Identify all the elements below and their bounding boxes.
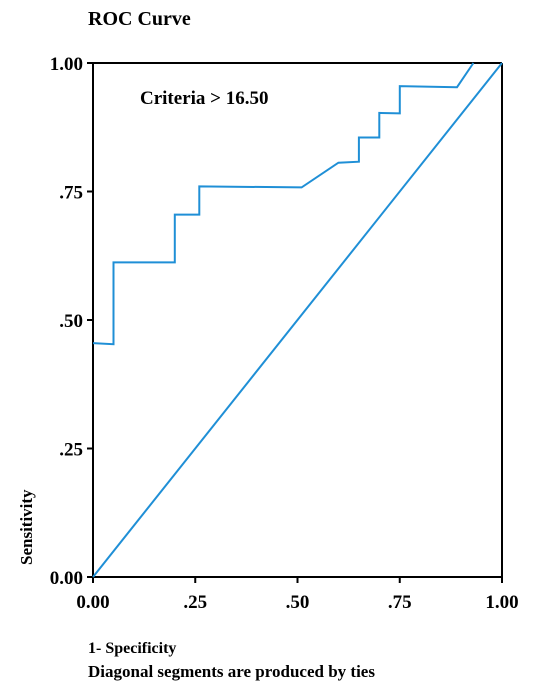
y-axis-label: Sensitivity [17,489,36,565]
chart-footnote: Diagonal segments are produced by ties [88,662,375,681]
chart-title: ROC Curve [88,8,191,30]
y-tick-label: .50 [59,311,83,332]
y-tick-label: 1.00 [50,54,83,75]
criteria-annotation: Criteria > 16.50 [140,88,268,109]
x-tick-label: 1.00 [485,592,518,613]
ticks-layer: 0.00 .25 .50 .75 1.00 0.00 .25 .50 .75 1.00 [50,54,519,613]
series-layer [92,62,503,578]
x-tick-label: 0.00 [76,592,109,613]
x-tick-label: .50 [286,592,310,613]
y-tick-label: .75 [59,183,83,204]
x-tick-label: .75 [388,592,412,613]
roc-curve-line [92,62,475,346]
x-tick-label: .25 [183,592,207,613]
x-axis-label: 1- Specificity [88,640,176,657]
reference-diagonal-line [92,62,503,578]
y-tick-label: 0.00 [50,568,83,589]
y-tick-label: .25 [59,440,83,461]
